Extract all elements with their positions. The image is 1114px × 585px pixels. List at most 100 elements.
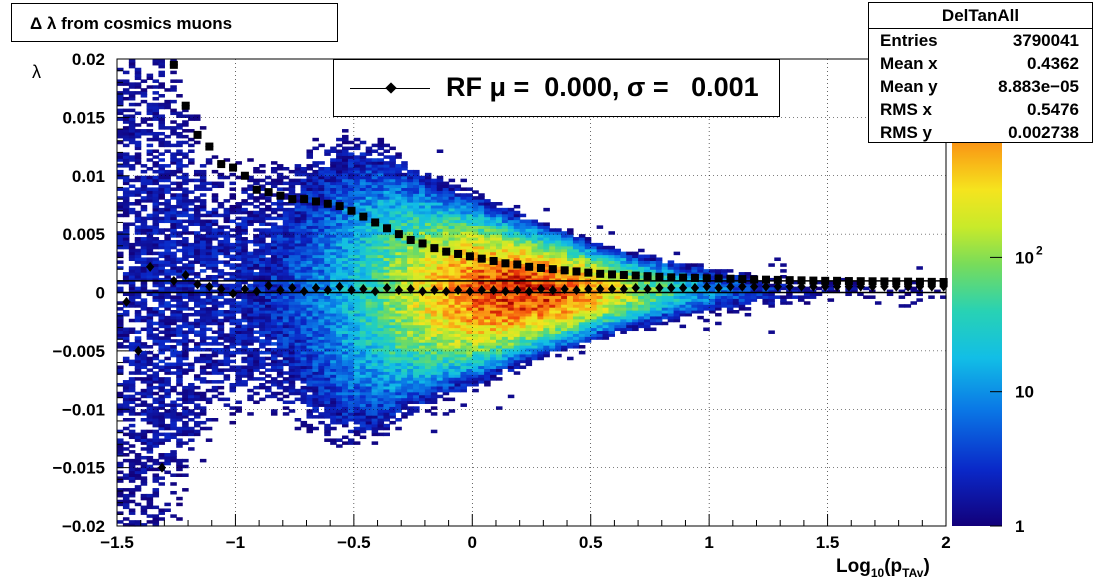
heat-cell	[241, 365, 248, 369]
heat-cell	[170, 88, 177, 92]
heat-cell	[288, 274, 296, 279]
heat-cell	[377, 406, 385, 410]
heat-cell	[448, 330, 456, 334]
heat-cell	[176, 248, 183, 253]
heat-cell	[205, 161, 213, 165]
heat-cell	[336, 143, 343, 148]
heat-cell	[265, 272, 272, 276]
heat-cell	[140, 435, 148, 440]
heat-cell	[152, 412, 160, 416]
heat-cell	[270, 289, 278, 294]
heat-cell	[134, 239, 142, 244]
heat-cell	[300, 178, 308, 183]
heat-cell	[430, 199, 438, 203]
heat-cell	[330, 231, 337, 235]
heat-cell	[342, 202, 349, 206]
heat-cell	[395, 219, 402, 224]
heat-cell	[478, 242, 485, 247]
heat-cell	[330, 254, 337, 259]
heat-cell	[134, 272, 142, 276]
heat-cell	[424, 350, 432, 355]
heat-cell	[282, 263, 290, 267]
heat-cell	[401, 350, 408, 355]
heat-cell	[288, 272, 296, 276]
heat-cell	[164, 277, 171, 282]
heat-cell	[413, 187, 420, 191]
heat-cell	[152, 164, 160, 168]
heat-cell	[205, 301, 213, 305]
heat-cell	[436, 315, 444, 320]
heat-cell	[330, 394, 337, 399]
heat-cell	[448, 193, 456, 197]
heat-cell	[365, 368, 373, 372]
heat-cell	[288, 228, 296, 232]
heat-cell	[318, 353, 325, 358]
heat-cell	[312, 222, 319, 226]
heat-cell	[472, 345, 479, 349]
heat-cell	[484, 263, 491, 267]
heat-cell	[478, 245, 485, 250]
heat-cell	[205, 274, 213, 279]
heat-cell	[235, 327, 242, 332]
heat-cell	[448, 353, 456, 358]
heat-cell	[324, 321, 331, 326]
heat-cell	[448, 377, 456, 381]
heat-cell	[401, 257, 408, 261]
heat-cell	[276, 164, 284, 168]
heat-cell	[448, 222, 456, 226]
heat-cell	[253, 283, 260, 288]
heat-cell	[241, 260, 248, 264]
heat-cell	[205, 219, 213, 224]
heat-cell	[253, 312, 260, 317]
heat-cell	[282, 286, 290, 291]
heat-cell	[318, 397, 325, 402]
heat-cell	[424, 280, 432, 285]
heat-cell	[442, 184, 450, 189]
heat-cell	[395, 152, 402, 156]
heat-cell	[448, 371, 456, 375]
heat-cell	[306, 382, 314, 387]
heat-cell	[418, 333, 426, 337]
heat-cell	[205, 418, 213, 422]
heat-cell	[353, 409, 361, 413]
heat-cell	[199, 260, 207, 264]
heat-cell	[312, 187, 319, 191]
heat-cell	[365, 263, 373, 267]
heat-cell	[359, 272, 367, 276]
heat-cell	[407, 254, 414, 259]
heat-cell	[418, 207, 426, 212]
heat-cell	[377, 254, 385, 259]
heat-cell	[223, 353, 231, 358]
heat-cell	[342, 254, 349, 259]
heat-cell	[223, 315, 231, 320]
heat-cell	[170, 59, 177, 63]
heat-cell	[330, 193, 337, 197]
heat-cell	[146, 318, 154, 323]
heat-cell	[389, 199, 396, 203]
heat-cell	[436, 202, 444, 206]
heat-cell	[336, 382, 343, 387]
heat-cell	[294, 242, 302, 247]
heat-cell	[270, 184, 278, 189]
heat-cell	[146, 213, 154, 218]
heat-cell	[454, 272, 462, 276]
heat-cell	[276, 347, 284, 352]
heat-cell	[448, 269, 456, 273]
heat-cell	[306, 155, 314, 159]
heat-cell	[193, 403, 201, 407]
heat-cell	[413, 380, 420, 384]
heat-cell	[306, 365, 314, 369]
heat-cell	[448, 336, 456, 340]
heat-cell	[383, 342, 390, 346]
heat-cell	[466, 242, 473, 247]
heat-cell	[460, 342, 467, 346]
heat-cell	[371, 149, 379, 153]
heat-cell	[478, 377, 485, 381]
heat-cell	[395, 254, 402, 259]
heat-cell	[276, 295, 284, 299]
heat-cell	[276, 315, 284, 320]
heat-cell	[460, 210, 467, 215]
heat-cell	[389, 187, 396, 191]
heat-cell	[312, 248, 319, 253]
heat-cell	[490, 377, 497, 381]
